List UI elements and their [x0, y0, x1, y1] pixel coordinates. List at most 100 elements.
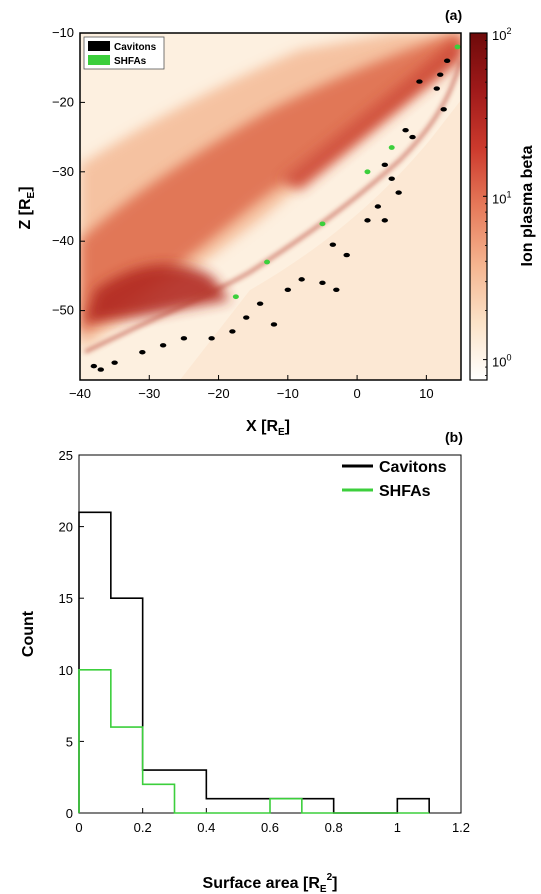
- caviton-patch: [395, 190, 402, 195]
- caviton-patch: [284, 287, 292, 292]
- heatmap-region-swirl: [85, 264, 230, 322]
- colorbar-label: Ion plasma beta: [519, 145, 536, 266]
- y-tick-label: −20: [52, 94, 74, 109]
- panel-a-x-axis-label: X [RE]: [246, 418, 290, 438]
- x-tick-label: 0.8: [325, 820, 343, 835]
- shfa-patch: [388, 145, 395, 150]
- panel-b-y-ticks: 0 5 10 15 20 25: [59, 448, 84, 821]
- y-tick-label: 20: [59, 520, 73, 535]
- colorbar: 100 101 102 Ion plasma beta: [469, 26, 536, 381]
- caviton-patch: [180, 336, 188, 341]
- y-tick-label: 10: [59, 663, 73, 678]
- y-tick-label: 25: [59, 448, 73, 463]
- y-tick-label: 0: [66, 806, 73, 821]
- panel-b-frame: [78, 454, 462, 814]
- shock-front: [84, 59, 461, 354]
- caviton-patch: [364, 218, 371, 223]
- panel-a-y-axis-label: Z [RE]: [17, 186, 37, 229]
- heatmap-region-shock: [280, 40, 461, 190]
- legend-label-shfas: SHFAs: [114, 56, 147, 67]
- caviton-patch: [409, 134, 416, 140]
- caviton-patch: [402, 127, 409, 133]
- caviton-patch: [111, 360, 118, 365]
- caviton-patch: [97, 367, 104, 372]
- panel-b-x-axis-label: Surface area [RE2]: [203, 872, 338, 894]
- caviton-patch: [139, 350, 146, 355]
- caviton-patch: [440, 107, 447, 112]
- x-tick-label: 0.6: [261, 820, 279, 835]
- legend-label-b-shfas: SHFAs: [379, 483, 431, 500]
- caviton-patch: [381, 162, 388, 168]
- caviton-patch: [159, 343, 167, 348]
- x-tick-label: 1: [394, 820, 401, 835]
- caviton-patch: [343, 252, 350, 258]
- y-tick-label: 15: [59, 591, 73, 606]
- shfa-patch: [319, 221, 326, 227]
- legend-label-b-cavitons: Cavitons: [379, 459, 447, 476]
- x-tick-label: 10: [419, 386, 433, 401]
- caviton-patch: [229, 329, 236, 334]
- legend-swatch-cavitons: [88, 41, 110, 51]
- panel-a-x-ticks: −40 −30 −20 −10 0 10: [69, 375, 434, 401]
- shfa-patch: [454, 44, 461, 50]
- caviton-layer: [90, 58, 451, 372]
- y-tick-label: −10: [52, 25, 74, 40]
- colorbar-ticks: 100 101 102: [483, 26, 511, 376]
- heatmap-region-foreshock: [180, 100, 461, 380]
- caviton-patch: [298, 277, 305, 282]
- colorbar-tick-label: 102: [492, 26, 511, 43]
- panel-b-label: (b): [445, 429, 463, 445]
- x-tick-label: −30: [138, 386, 160, 401]
- panel-b-legend: Cavitons SHFAs: [342, 459, 447, 500]
- caviton-patch: [333, 287, 340, 292]
- shfa-patch: [264, 259, 271, 265]
- shfa-patch: [232, 294, 239, 300]
- caviton-patch: [329, 242, 337, 247]
- caviton-patch: [416, 79, 423, 84]
- caviton-patch: [374, 204, 382, 209]
- panel-b-y-axis-label: Count: [20, 610, 37, 657]
- caviton-patch: [388, 176, 395, 181]
- shfa-layer: [232, 44, 461, 300]
- colorbar-tick-label: 100: [492, 353, 511, 370]
- caviton-patch: [443, 58, 451, 63]
- panel-a-legend: Cavitons SHFAs: [83, 36, 165, 70]
- y-tick-label: −50: [52, 303, 74, 318]
- y-tick-label: 5: [66, 734, 73, 749]
- x-tick-label: 0.4: [197, 820, 215, 835]
- caviton-patch: [90, 363, 98, 369]
- heatmap-region-core: [80, 33, 461, 335]
- y-tick-label: −40: [52, 233, 74, 248]
- x-tick-label: 0: [75, 820, 82, 835]
- x-tick-label: −20: [208, 386, 230, 401]
- legend-label-cavitons: Cavitons: [114, 42, 157, 53]
- x-tick-label: 1.2: [452, 820, 470, 835]
- x-tick-label: 0.2: [134, 820, 152, 835]
- colorbar-gradient: [469, 32, 488, 381]
- x-tick-label: −10: [277, 386, 299, 401]
- y-tick-label: −30: [52, 164, 74, 179]
- caviton-patch: [256, 301, 264, 306]
- caviton-patch: [437, 72, 444, 77]
- heatmap-field: [80, 33, 461, 380]
- caviton-patch: [208, 336, 215, 341]
- panel-a: (a) −40 −30 −20 −10 0 10 −10 −20 −30 −40 −50 X [R…: [17, 7, 536, 438]
- panel-b: (b) 0 0.2 0.4 0.6 0.8 1 1.2 0 5 10 15 20 25 Surface…: [20, 429, 470, 894]
- caviton-patch: [270, 322, 278, 327]
- shfa-patch: [364, 169, 371, 175]
- panel-a-y-ticks: −10 −20 −30 −40 −50: [52, 25, 85, 318]
- panel-a-frame: [79, 32, 462, 381]
- colorbar-tick-label: 101: [492, 189, 511, 206]
- caviton-patch: [243, 315, 250, 320]
- caviton-patch: [433, 86, 440, 91]
- caviton-patch: [319, 280, 326, 286]
- panel-b-series: [78, 511, 430, 814]
- histogram-shfas: [78, 669, 430, 814]
- panel-a-label: (a): [445, 7, 462, 23]
- x-tick-label: −40: [69, 386, 91, 401]
- caviton-patch: [381, 218, 388, 223]
- panel-b-x-ticks: 0 0.2 0.4 0.6 0.8 1 1.2: [75, 808, 470, 835]
- x-tick-label: 0: [353, 386, 360, 401]
- legend-swatch-shfas: [88, 55, 110, 65]
